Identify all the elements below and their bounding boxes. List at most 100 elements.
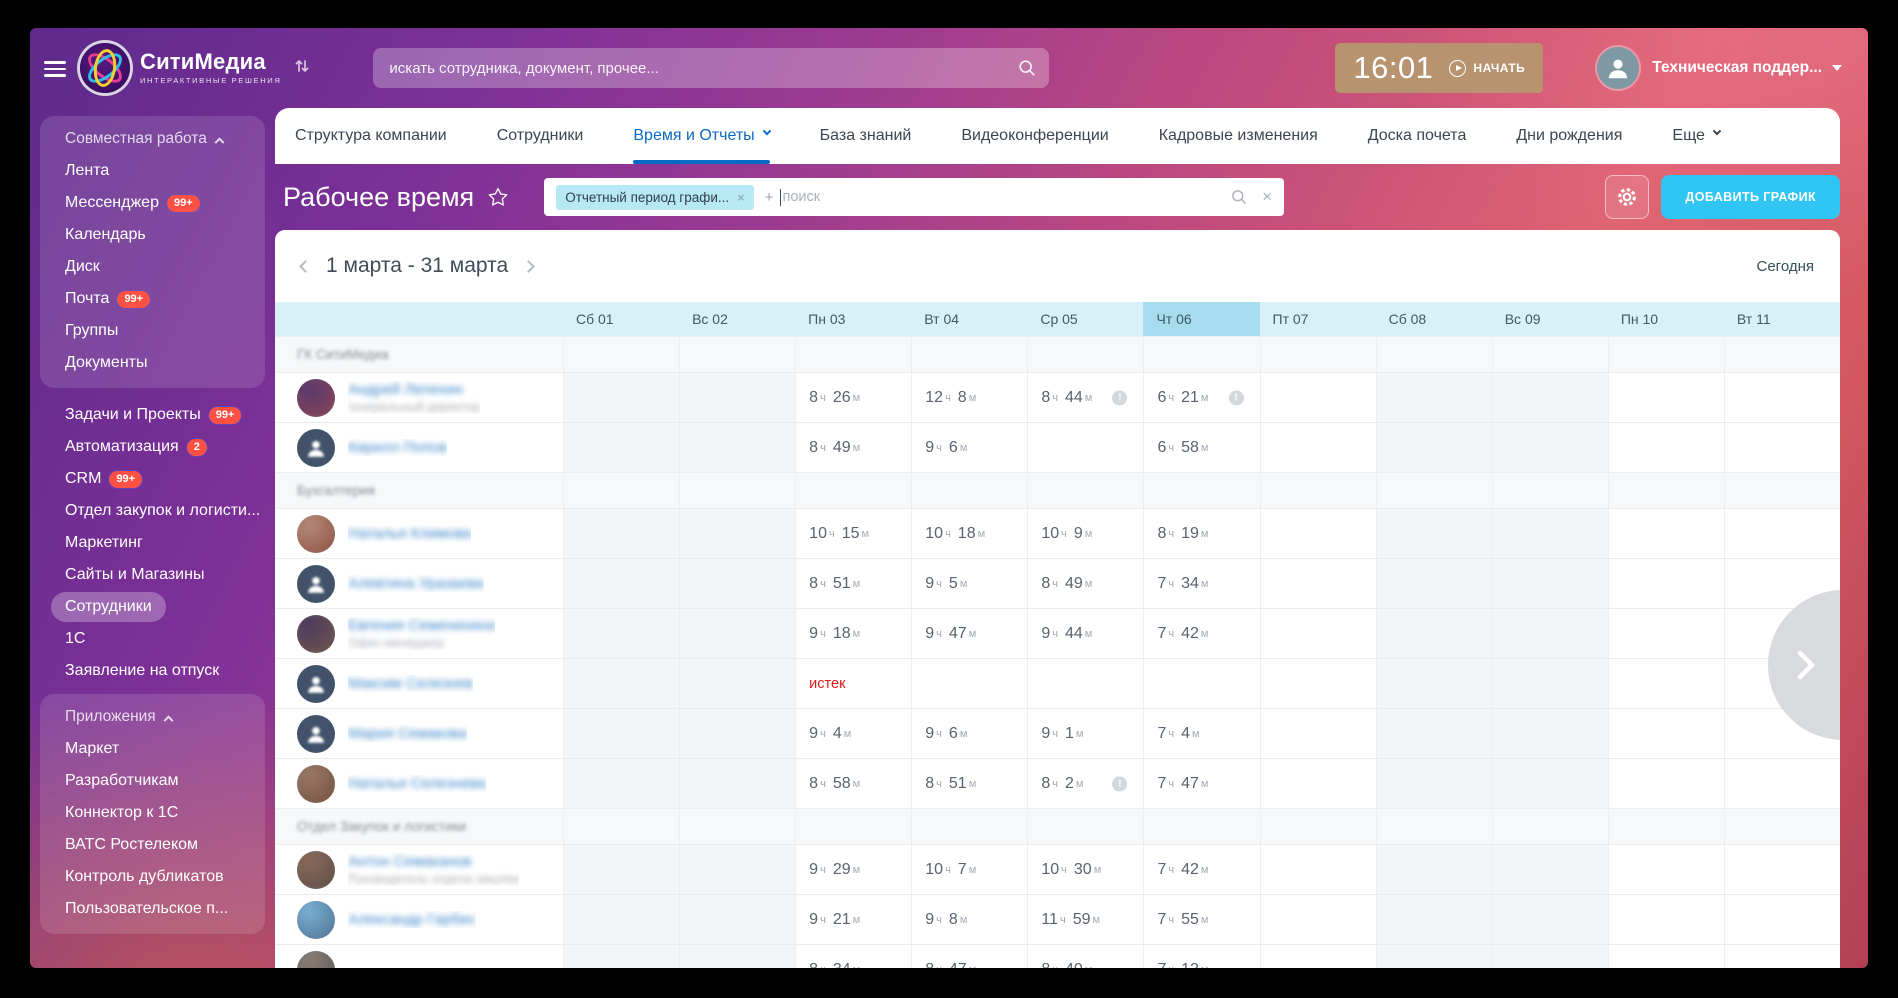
timesheet-cell[interactable] <box>1723 558 1840 608</box>
timesheet-cell[interactable] <box>1491 844 1608 894</box>
employee-name-link[interactable]: Мария Семакова <box>348 725 468 742</box>
employee-avatar[interactable] <box>297 900 335 939</box>
sidebar-item[interactable]: 1С <box>51 624 99 654</box>
sidebar-section-header[interactable]: Совместная работа <box>40 122 265 154</box>
timesheet-cell[interactable]: истек <box>795 658 912 708</box>
info-icon[interactable]: ! <box>1228 390 1244 405</box>
timesheet-cell[interactable] <box>1143 658 1260 708</box>
tab-item[interactable]: Видеоконференции <box>961 108 1108 164</box>
day-column-header[interactable]: Вт 11 <box>1724 302 1840 336</box>
employee-avatar[interactable] <box>297 850 335 889</box>
sidebar-item[interactable]: Диск <box>51 252 114 282</box>
day-column-header[interactable]: Пн 03 <box>795 302 911 336</box>
timesheet-cell[interactable]: 9 ч 29 м <box>795 844 912 894</box>
timesheet-cell[interactable]: 8 ч 51 м <box>795 558 912 608</box>
day-column-header[interactable]: Пн 10 <box>1608 302 1724 336</box>
timesheet-cell[interactable] <box>1491 508 1608 558</box>
tab-item[interactable]: Сотрудники <box>497 108 584 164</box>
timesheet-cell[interactable] <box>679 422 796 472</box>
timesheet-cell[interactable] <box>563 422 680 472</box>
timesheet-cell[interactable]: 9 ч 18 м <box>795 608 912 658</box>
timesheet-cell[interactable] <box>563 944 680 968</box>
timesheet-cell[interactable] <box>563 844 680 894</box>
menu-icon[interactable] <box>44 61 66 77</box>
day-column-header[interactable]: Вс 02 <box>679 302 795 336</box>
timesheet-cell[interactable] <box>1607 894 1724 944</box>
timesheet-cell[interactable] <box>1259 758 1376 808</box>
employee-name-link[interactable]: Наталья Селезнева <box>348 775 486 792</box>
sidebar-item[interactable]: Сайты и Магазины <box>51 560 218 590</box>
timesheet-cell[interactable] <box>1259 372 1376 422</box>
timesheet-cell[interactable] <box>1259 608 1376 658</box>
filter-search-icon[interactable] <box>1230 188 1248 206</box>
timesheet-cell[interactable] <box>1491 558 1608 608</box>
info-icon[interactable]: ! <box>1112 776 1128 791</box>
timesheet-cell[interactable]: 8 ч 44 м! <box>1027 372 1144 422</box>
filter-tag[interactable]: Отчетный период графи... × <box>556 184 754 210</box>
tab-item[interactable]: Дни рождения <box>1516 108 1622 164</box>
day-column-header[interactable]: Сб 01 <box>563 302 679 336</box>
tab-item[interactable]: Доска почета <box>1368 108 1467 164</box>
employee-name-link[interactable]: Максим Селезнев <box>348 675 474 692</box>
timesheet-cell[interactable] <box>1491 944 1608 968</box>
timesheet-cell[interactable] <box>1375 608 1492 658</box>
timesheet-cell[interactable]: 10 ч 18 м <box>911 508 1028 558</box>
timesheet-cell[interactable] <box>679 894 796 944</box>
employee-avatar[interactable] <box>297 950 335 968</box>
timesheet-cell[interactable]: 12 ч 8 м <box>911 372 1028 422</box>
timesheet-cell[interactable] <box>1607 944 1724 968</box>
filter-bar[interactable]: Отчетный период графи... × + поиск × <box>544 178 1285 216</box>
timesheet-cell[interactable] <box>679 708 796 758</box>
sidebar-item[interactable]: Почта 99+ <box>51 284 164 314</box>
sidebar-item[interactable]: Контроль дубликатов <box>51 862 238 892</box>
employee-name-link[interactable]: Антон Семаканов <box>348 853 472 870</box>
timesheet-cell[interactable] <box>1607 558 1724 608</box>
timesheet-cell[interactable] <box>1607 608 1724 658</box>
settings-button[interactable] <box>1605 175 1650 219</box>
timesheet-cell[interactable]: 6 ч 21 м! <box>1143 372 1260 422</box>
sidebar-item[interactable]: Разработчикам <box>51 766 193 796</box>
sidebar-item[interactable]: Группы <box>51 316 132 346</box>
tab-item[interactable]: База знаний <box>820 108 912 164</box>
sidebar-item[interactable]: Заявление на отпуск <box>51 656 233 686</box>
sidebar-item[interactable]: Сотрудники <box>51 592 166 622</box>
sidebar-item[interactable]: Коннектор к 1С <box>51 798 192 828</box>
timesheet-cell[interactable]: 8 ч 58 м <box>795 758 912 808</box>
sidebar-item[interactable]: Календарь <box>51 220 160 250</box>
employee-avatar[interactable] <box>297 378 335 417</box>
timesheet-cell[interactable] <box>1723 508 1840 558</box>
timesheet-cell[interactable] <box>1375 758 1492 808</box>
timesheet-cell[interactable]: 8 ч 51 м <box>911 758 1028 808</box>
employee-avatar[interactable] <box>297 714 335 753</box>
timesheet-cell[interactable]: 8 ч 49 м <box>1027 558 1144 608</box>
timesheet-cell[interactable] <box>1259 508 1376 558</box>
timesheet-cell[interactable] <box>1375 894 1492 944</box>
employee-name-link[interactable]: Кирилл Попов <box>348 439 448 456</box>
sidebar-item[interactable]: Отдел закупок и логисти... <box>51 496 274 526</box>
timesheet-cell[interactable] <box>1607 658 1724 708</box>
tab-item[interactable]: Кадровые изменения <box>1159 108 1318 164</box>
timesheet-cell[interactable] <box>1491 708 1608 758</box>
timesheet-cell[interactable] <box>1607 422 1724 472</box>
timesheet-cell[interactable] <box>1723 422 1840 472</box>
employee-name-link[interactable]: Евгения Семенихина <box>348 617 496 634</box>
employee-avatar[interactable] <box>297 564 335 603</box>
start-button[interactable]: НАЧАТЬ <box>1449 59 1525 77</box>
tab-item[interactable]: Еще <box>1672 108 1722 164</box>
timesheet-cell[interactable] <box>563 708 680 758</box>
timesheet-cell[interactable] <box>1259 558 1376 608</box>
timesheet-cell[interactable] <box>1375 658 1492 708</box>
employee-avatar[interactable] <box>297 764 335 803</box>
search-icon[interactable] <box>1017 58 1037 83</box>
timesheet-cell[interactable] <box>1259 708 1376 758</box>
timesheet-cell[interactable] <box>1259 658 1376 708</box>
chevron-down-icon[interactable] <box>1832 65 1842 71</box>
timesheet-cell[interactable] <box>1607 508 1724 558</box>
sidebar-item[interactable]: CRM 99+ <box>51 464 156 494</box>
timesheet-cell[interactable] <box>679 658 796 708</box>
timesheet-cell[interactable]: 8 ч 19 м <box>1143 508 1260 558</box>
timesheet-cell[interactable]: 8 ч 26 м <box>795 372 912 422</box>
